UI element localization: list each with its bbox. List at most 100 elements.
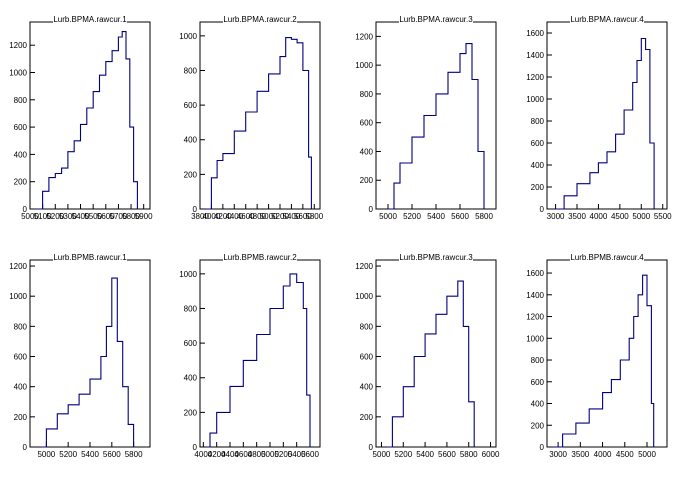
panel-5: 0 200 400 600 800 1000 1200 5000 5200 5400 5600 580… — [9, 250, 151, 459]
x-tick-label: 4200 — [208, 450, 226, 459]
title-box — [53, 250, 127, 263]
x-tick-label: 5500 — [84, 212, 102, 221]
x-tick-label: 5300 — [59, 212, 77, 221]
x-tick-label: 5000 — [638, 450, 656, 459]
x-tick-label: 5800 — [122, 212, 140, 221]
histogram-series — [40, 277, 135, 448]
y-tick-label: 0 — [369, 205, 374, 214]
histogram-series — [206, 273, 311, 448]
x-tick-label: 3800 — [191, 212, 209, 221]
y-tick-label: 200 — [531, 183, 545, 192]
x-tick-label: 5200 — [403, 212, 421, 221]
panel-2: 0 200 400 600 800 1000 38004000420044004600480… — [179, 12, 324, 221]
x-tick-label: 5600 — [294, 212, 312, 221]
y-tick-label: 1000 — [9, 292, 27, 301]
y-tick-label: 600 — [360, 119, 374, 128]
y-tick-label: 400 — [184, 374, 198, 383]
y-tick-label: 400 — [531, 161, 545, 170]
y-tick-label: 600 — [531, 378, 545, 387]
y-tick-label: 800 — [360, 90, 374, 99]
x-tick-label: 3500 — [571, 450, 589, 459]
x-tick-label: 5400 — [81, 450, 99, 459]
panel-4: 0 200 400 600 800 1000 1200 1400 1600 3000 3500 400… — [526, 12, 672, 221]
y-tick-label: 1200 — [355, 262, 373, 271]
histogram-series — [388, 43, 485, 210]
y-tick-label: 1200 — [9, 41, 27, 50]
y-tick-label: 800 — [360, 322, 374, 331]
x-tick-label: 5400 — [288, 450, 306, 459]
panel-title: Lurb.BPMA.rawcur.2 — [223, 15, 297, 24]
x-tick-label: 4400 — [225, 212, 243, 221]
x-tick-label: 5600 — [97, 212, 115, 221]
y-tick-label: 0 — [23, 443, 28, 452]
y-tick-label: 1600 — [526, 29, 544, 38]
title-box — [399, 12, 473, 25]
y-tick-label: 200 — [14, 178, 28, 187]
panel-title: Lurb.BPMA.rawcur.1 — [53, 15, 127, 24]
x-tick-label: 5400 — [72, 212, 90, 221]
x-tick-label: 4000 — [590, 212, 608, 221]
x-tick-label: 5200 — [274, 450, 292, 459]
y-tick-label: 400 — [14, 383, 28, 392]
x-tick-label: 4400 — [221, 450, 239, 459]
x-tick-label: 4600 — [234, 450, 252, 459]
y-tick-label: 1000 — [179, 32, 197, 41]
x-tick-label: 5400 — [427, 212, 445, 221]
title-box — [53, 12, 127, 25]
x-tick-label: 5800 — [475, 212, 493, 221]
x-tick-label: 4500 — [616, 450, 634, 459]
y-tick-label: 1200 — [355, 32, 373, 41]
y-tick-label: 400 — [360, 147, 374, 156]
y-tick-label: 200 — [531, 421, 545, 430]
x-tick-label: 4000 — [203, 212, 221, 221]
y-tick-label: 600 — [14, 353, 28, 362]
plot-frame — [29, 21, 151, 210]
x-tick-label: 4500 — [611, 212, 629, 221]
x-tick-label: 5600 — [103, 450, 121, 459]
x-tick-label: 5000 — [379, 212, 397, 221]
panel-title: Lurb.BPMB.rawcur.3 — [399, 253, 473, 262]
y-tick-label: 800 — [531, 356, 545, 365]
y-tick-label: 800 — [531, 117, 545, 126]
panel-6: 0 200 400 600 800 1000 40004200440046004800500… — [179, 250, 321, 459]
histogram-series — [386, 280, 475, 448]
x-tick-label: 5200 — [46, 212, 64, 221]
x-tick-label: 5700 — [110, 212, 128, 221]
y-tick-label: 1400 — [526, 51, 544, 60]
x-tick-label: 5600 — [451, 212, 469, 221]
y-tick-label: 600 — [184, 339, 198, 348]
x-tick-label: 4200 — [214, 212, 232, 221]
y-tick-label: 0 — [193, 205, 198, 214]
x-tick-label: 3000 — [547, 212, 565, 221]
panel-title: Lurb.BPMA.rawcur.4 — [570, 15, 644, 24]
x-tick-label: 5200 — [59, 450, 77, 459]
y-tick-label: 0 — [23, 205, 28, 214]
y-tick-label: 1200 — [526, 73, 544, 82]
x-tick-label: 3000 — [549, 450, 567, 459]
y-tick-label: 1000 — [355, 61, 373, 70]
x-tick-label: 6000 — [482, 450, 500, 459]
plot-frame — [375, 259, 497, 448]
y-tick-label: 1200 — [9, 262, 27, 271]
y-tick-label: 600 — [531, 139, 545, 148]
plot-frame — [199, 21, 321, 210]
x-tick-label: 5600 — [301, 450, 319, 459]
plot-frame — [199, 259, 321, 448]
y-tick-label: 200 — [360, 413, 374, 422]
x-tick-label: 5200 — [271, 212, 289, 221]
y-tick-label: 200 — [360, 176, 374, 185]
x-tick-label: 5000 — [260, 212, 278, 221]
x-tick-label: 3500 — [568, 212, 586, 221]
y-tick-label: 600 — [184, 101, 198, 110]
plot-frame — [29, 259, 151, 448]
x-tick-label: 5000 — [21, 212, 39, 221]
y-tick-label: 800 — [14, 322, 28, 331]
y-tick-label: 800 — [184, 66, 198, 75]
panel-title: Lurb.BPMB.rawcur.4 — [570, 253, 644, 262]
title-box — [570, 12, 644, 25]
y-tick-label: 400 — [360, 383, 374, 392]
x-tick-label: 5800 — [305, 212, 323, 221]
x-tick-label: 5600 — [438, 450, 456, 459]
x-tick-label: 5000 — [37, 450, 55, 459]
